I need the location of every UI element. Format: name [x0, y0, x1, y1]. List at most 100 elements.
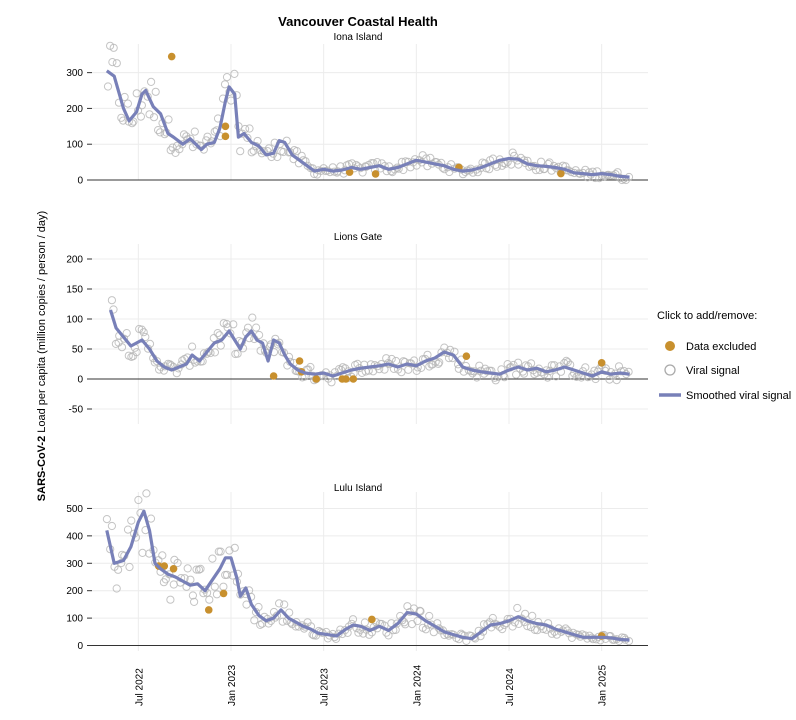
panel-2-signal-point-140	[407, 620, 417, 629]
panel-1-signal-point-7	[122, 329, 131, 338]
panel-2-signal-point-150	[429, 628, 438, 637]
panel-2-signal-point-41	[192, 565, 201, 574]
panel-2-signal-point-9	[123, 525, 133, 534]
panels-group: Iona Island 0 100 200 300 Lions Gate -50 0 50 100…	[66, 32, 648, 652]
x-tick-label-2: Jul 2023	[320, 668, 331, 706]
panel-0-signal-point-78	[273, 152, 282, 162]
panel-0-excluded-point-1	[221, 122, 230, 131]
panel-1-ytick-label-1: 0	[77, 375, 83, 386]
panel-0-signal-point-64	[243, 133, 252, 142]
panel-0-signal-point-87	[292, 147, 301, 156]
panel-1-signal-point-146	[423, 350, 432, 359]
legend-label-smoothed-viral-signal: Smoothed viral signal	[686, 390, 791, 402]
panel-2-signal-point-52	[216, 547, 225, 556]
panel-0-signal-point-13	[132, 89, 141, 98]
panel-1-ytick-label-4: 150	[66, 285, 83, 296]
panel-1-signal-point-130	[387, 354, 396, 364]
panel-2-signal-point-80	[278, 617, 287, 626]
panel-2-signal-point-11	[127, 516, 136, 525]
legend-item-viral-signal[interactable]: Viral signal	[664, 364, 740, 377]
panel-2-signal-point-38	[186, 575, 195, 584]
panel-2-excluded-point-2	[169, 564, 178, 573]
panel-1-excluded-point-0	[269, 372, 278, 380]
panel-1-signal-point-213	[568, 371, 577, 381]
panel-2-signal-point-48	[208, 554, 217, 563]
panel-1-ytick-label-0: -50	[69, 405, 84, 416]
panel-2-signal-point-5	[114, 565, 123, 574]
panel-1-signal-point-152	[435, 358, 444, 367]
panel-2-signal-point-10	[125, 562, 134, 572]
panel-2-ytick-label-0: 0	[77, 641, 83, 652]
panel-0-signal-point-9	[123, 99, 133, 108]
panel-1-signal-point-50	[215, 331, 224, 340]
panel-2: Lulu Island 0 100 200 300 400 500	[66, 483, 648, 652]
panel-2-signal-point-197	[533, 626, 542, 635]
panel-2-signal-point-148	[425, 611, 434, 621]
panel-1-signal-point-56	[229, 320, 238, 329]
panel-2-signal-point-20	[146, 514, 156, 523]
panel-2-signal-point-2	[107, 521, 117, 531]
panel-0-smoothed-line	[105, 69, 630, 179]
panel-2-ytick-label-4: 400	[66, 531, 83, 542]
panel-2-signal-point-177	[488, 613, 497, 623]
legend-marker-data-excluded	[665, 341, 675, 351]
panel-0-excluded-point-2	[221, 132, 230, 141]
panel-2-signal-point-79	[275, 599, 284, 608]
panel-2-signal-point-144	[416, 607, 425, 616]
panel-2-signal-point-55	[222, 570, 232, 579]
y-axis-label-rest: Load per capita (million copies / person…	[36, 211, 48, 436]
panel-0-signal-point-3	[109, 43, 118, 52]
panel-0-signal-point-61	[236, 147, 245, 156]
panel-1-signal-point-12	[132, 348, 141, 357]
panel-0-signal-point-29	[166, 146, 175, 155]
panel-0-signal-point-19	[145, 110, 154, 119]
panel-0-viral-signal	[103, 41, 634, 185]
panel-2-ytick-label-5: 500	[66, 504, 83, 515]
panel-0-signal-point-24	[156, 128, 165, 137]
x-tick-label-4: Jul 2024	[505, 668, 516, 706]
panel-0-excluded-point-0	[167, 52, 176, 61]
panel-0-signal-point-40	[190, 127, 199, 136]
panel-0-signal-point-54	[220, 80, 230, 89]
legend-item-data-excluded[interactable]: Data excluded	[665, 341, 756, 353]
panel-2-signal-point-204	[547, 629, 557, 638]
panel-2-signal-point-118	[360, 618, 369, 627]
panel-2-signal-point-14	[134, 495, 143, 505]
panel-1-signal-point-215	[572, 372, 581, 381]
panel-0-excluded-point-6	[557, 169, 565, 178]
panel-1-signal-point-48	[210, 348, 219, 357]
panel-0-signal-point-33	[175, 145, 184, 154]
x-tick-label-0: Jul 2022	[134, 668, 145, 706]
panel-0-signal-point-199	[537, 157, 546, 166]
panel-2-signal-point-40	[190, 597, 199, 607]
legend-item-smoothed-viral-signal[interactable]: Smoothed viral signal	[659, 390, 791, 402]
panel-1-signal-point-169	[472, 373, 481, 382]
panel-1-signal-point-67	[252, 323, 261, 332]
legend-label-data-excluded: Data excluded	[686, 341, 756, 353]
panel-0-signal-point-21	[149, 113, 159, 122]
panel-2-ytick-label-1: 100	[66, 614, 83, 625]
panel-1-signal-point-235	[614, 362, 624, 371]
panel-1-signal-point-187	[512, 370, 521, 379]
panel-1-signal-point-58	[233, 349, 242, 358]
panel-1-signal-point-49	[213, 329, 222, 338]
panel-1-smoothed-line	[108, 309, 630, 378]
panel-0-signal-point-41	[192, 140, 201, 149]
panel-2-signal-point-47	[205, 595, 214, 604]
panel-2-signal-point-53	[219, 582, 228, 591]
panel-2-signal-point-181	[498, 625, 507, 634]
panel-2-signal-point-142	[413, 616, 422, 626]
panel-1-signal-point-0	[107, 296, 117, 305]
panel-1-excluded-point-7	[462, 352, 471, 361]
panel-2-smoothed-line	[105, 509, 630, 642]
panel-0-signal-point-4	[112, 59, 121, 68]
panel-1-signal-point-132	[391, 356, 401, 366]
panel-2-excluded-point-3	[204, 606, 213, 614]
panel-0-signal-point-66	[247, 148, 256, 157]
x-tick-label-1: Jan 2023	[227, 664, 238, 706]
y-axis-label-bold: SARS-CoV-2	[36, 436, 48, 501]
panel-0-signal-point-38	[186, 134, 195, 143]
panel-1-signal-point-65	[248, 313, 257, 322]
panel-2-signal-point-43	[196, 564, 205, 574]
panel-0-signal-point-46	[203, 132, 212, 141]
